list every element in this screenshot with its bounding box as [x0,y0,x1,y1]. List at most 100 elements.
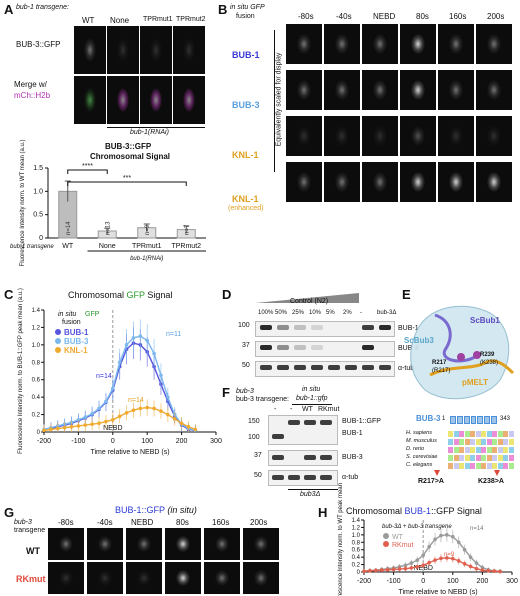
chartH-point-1-9 [415,565,420,569]
panel-e-res-3-2 [459,455,464,461]
chartH-xtick-label: 300 [506,578,518,585]
panel-e-res-1-10 [503,439,508,445]
chartC-point-2-1 [49,427,53,432]
panel-e-res-3-11 [508,455,514,461]
chartH-point-0-12 [433,537,437,542]
panel-e-res-0-1 [453,431,459,437]
panel-c-legend-marker-0 [55,329,61,335]
panel-e-blade-2 [463,416,470,424]
panel-e-res-4-1 [453,463,459,469]
panel-f-mw-37: 37 [254,452,262,459]
panel-e-res-0-8 [492,431,497,437]
panel-e-res-3-10 [503,455,508,461]
panel-e-res-4-6 [481,463,486,469]
chartC-point-2-14 [138,406,143,411]
chartC-ytick-label: 1.4 [32,308,41,314]
chartC-point-2-4 [69,424,74,429]
chartC-point-2-8 [97,421,101,426]
micrograph-g-r0-c5 [243,528,279,560]
panel-d-band-tub: α-tub [398,365,415,372]
panel-f-band-r0-l1 [288,420,300,425]
panel-h-title: Chromosomal BUB-1::GFP Signal [346,506,482,516]
panel-c-legend-title-a: in situ [58,311,76,318]
panel-e-res-2-7 [486,447,492,453]
chartH-point-1-20 [480,568,485,572]
panel-f-lane-3: RKmut [318,406,340,413]
panel-e-res-0-3 [464,431,470,437]
panel-e-mut1: R217>A [418,478,444,485]
panel-a-rnai-label2: bub-1(RNAi) [130,256,163,262]
panel-label-e: E [402,287,411,302]
panel-a-n-1: n=13 [105,221,111,235]
panel-e-species-1: M. musculus [406,438,437,444]
panel-b-row-knl1-enh: KNL-1 [232,194,259,204]
panel-e-r217sub: (R217) [432,368,451,374]
panel-a-row1-label: BUB-3::GFP [16,40,61,49]
panel-e-mut2-text: K238>A [478,478,504,485]
chartC-ytick-label: 0.2 [32,413,41,419]
panel-a-ytick-label: 1.5 [33,165,43,172]
panel-d-lane-0: 100% [258,310,274,316]
panel-h-title-c: ::GFP Signal [431,506,482,516]
panel-e-mut1-arrow [434,470,440,476]
chartC-point-2-12 [124,411,129,415]
panel-e-res-2-0 [448,447,453,453]
panel-e-bub3-label: BUB-3 [416,414,441,423]
chartC-point-2-18 [166,412,170,417]
panel-f-mw-100: 100 [248,434,260,441]
panel-e-res-3-8 [492,455,497,461]
micrograph-g-r1-c5 [243,562,279,594]
chartC-point-1-9 [104,399,108,404]
micrograph-a-wt-gfp [74,26,106,74]
micrograph-b-r3-c3 [400,162,436,202]
chartH-point-1-13 [439,556,443,561]
panel-f-lane-0: - [274,406,277,413]
chartH-xlabel: Time relative to NEBD (s) [398,589,477,596]
chartH-ytick-label: 0.6 [352,548,361,554]
panel-a-xtick-3: TPRmut2 [171,243,201,250]
panel-b-time-4: 160s [449,12,467,21]
panel-c-title: Chromosomal GFP Signal [68,290,172,300]
chartH-nebd-label: NEBD [413,565,432,572]
micrograph-b-r2-c1 [324,116,360,156]
chartC-point-1-11 [117,360,122,365]
micrograph-g-r0-c0 [48,528,84,560]
panel-e-res-1-8 [492,439,497,445]
panel-e-res-3-1 [453,455,459,461]
panel-e-res-3-0 [448,455,453,461]
panel-c-title-gfp: GFP [126,290,145,300]
panel-g-row-rk: RKmut [16,574,46,584]
panel-e-domain-end: 343 [500,416,511,422]
panel-h-line-chart: 00.20.40.60.81.01.21.4-200 -100 0 100 200 300… [338,483,518,596]
panel-f-band-bub1: BUB-1 [342,430,363,437]
chartH-point-0-14 [445,533,449,537]
chartC-xtick-label: 100 [141,438,153,445]
chartC-ytick-label: 0.6 [32,378,41,384]
blot-d-bub1 [255,321,395,337]
panel-c-title-b: Signal [147,290,173,300]
panel-c-title-a: Chromosomal [68,290,125,300]
micrograph-g-r0-c3 [165,528,201,560]
panel-a-ytick-label: 0 [39,235,43,242]
micrograph-b-r3-c4 [438,162,474,202]
panel-h-legend-name-0: WT [392,534,404,541]
panel-d-lane-6: - [360,310,362,316]
panel-e-res-0-11 [508,431,514,437]
chartH-point-1-21 [486,569,491,573]
chartC-point-1-14 [138,334,143,338]
chartC-point-2-13 [131,408,136,413]
panel-h-n-0: n=14 [470,526,484,532]
panel-f-insitu2: bub-1::gfp [296,395,328,402]
chartC-point-1-12 [124,343,129,347]
panel-e-res-2-8 [492,447,497,453]
panel-d-band-r1-l2 [294,345,306,350]
panel-d-band-bub1: BUB-1 [398,325,419,332]
panel-e-res-4-8 [492,463,497,469]
panel-e-r239sub: (K238) [480,360,499,366]
panel-e-blade-1 [456,416,463,424]
chartC-nebd-label: NEBD [103,425,122,432]
panel-d-lane-5: 2% [343,310,352,316]
chartC-point-2-6 [83,423,88,427]
chartH-point-1-15 [451,556,455,561]
panel-g-time-0: -80s [58,518,74,527]
